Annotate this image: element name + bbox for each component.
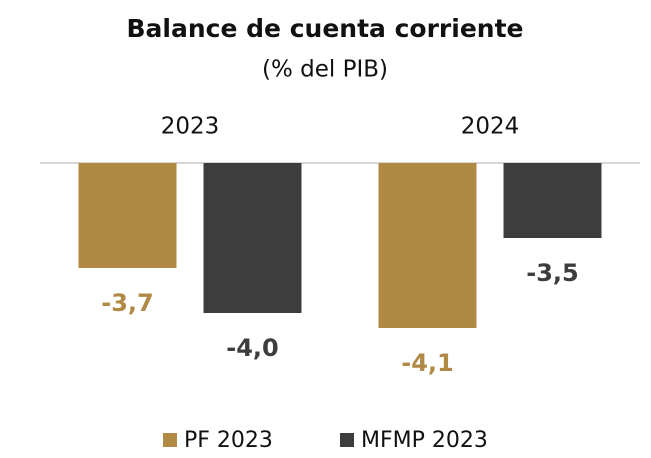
chart-subtitle: (% del PIB) [262,57,388,83]
x-tick-label: 2023 [161,114,220,140]
chart-title: Balance de cuenta corriente [127,14,524,43]
legend-swatch [163,433,177,447]
bar [203,163,302,313]
data-label: -4,1 [401,349,453,377]
bar [78,163,177,268]
bar [378,163,477,328]
x-tick-label: 2024 [461,114,520,140]
data-label: -3,7 [101,289,153,317]
bar [503,163,602,238]
legend-label: PF 2023 [184,428,273,453]
legend-label: MFMP 2023 [361,428,488,453]
legend-swatch [340,433,354,447]
data-label: -3,5 [526,259,578,287]
data-label: -4,0 [226,334,278,362]
